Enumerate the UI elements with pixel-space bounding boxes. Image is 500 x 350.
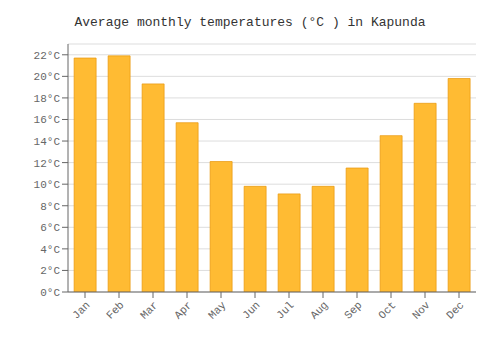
svg-text:Oct: Oct — [376, 299, 398, 321]
svg-text:Jun: Jun — [240, 299, 262, 321]
svg-text:14°C: 14°C — [34, 136, 61, 148]
svg-text:Sep: Sep — [342, 299, 364, 321]
svg-text:4°C: 4°C — [40, 244, 60, 256]
svg-text:18°C: 18°C — [34, 93, 61, 105]
svg-text:2°C: 2°C — [40, 265, 60, 277]
svg-text:Jan: Jan — [70, 299, 92, 321]
svg-text:8°C: 8°C — [40, 201, 60, 213]
svg-text:10°C: 10°C — [34, 179, 61, 191]
html-text:Average monthly temperatures (: Average monthly temperatures (°C ) in Ka… — [74, 15, 426, 30]
svg-text:16°C: 16°C — [34, 114, 61, 126]
svg-text:Jul: Jul — [274, 299, 296, 321]
svg-text:0°C: 0°C — [40, 287, 60, 299]
svg-text:Apr: Apr — [172, 299, 194, 321]
svg-text:12°C: 12°C — [34, 158, 61, 170]
svg-text:20°C: 20°C — [34, 71, 61, 83]
svg-text:Dec: Dec — [444, 299, 466, 321]
svg-text:22°C: 22°C — [34, 50, 61, 62]
svg-text:Feb: Feb — [104, 299, 126, 321]
svg-text:May: May — [206, 299, 229, 322]
svg-text:Aug: Aug — [308, 299, 330, 321]
svg-text:6°C: 6°C — [40, 222, 60, 234]
svg-text:Nov: Nov — [410, 299, 433, 322]
svg-text:Mar: Mar — [138, 299, 160, 321]
